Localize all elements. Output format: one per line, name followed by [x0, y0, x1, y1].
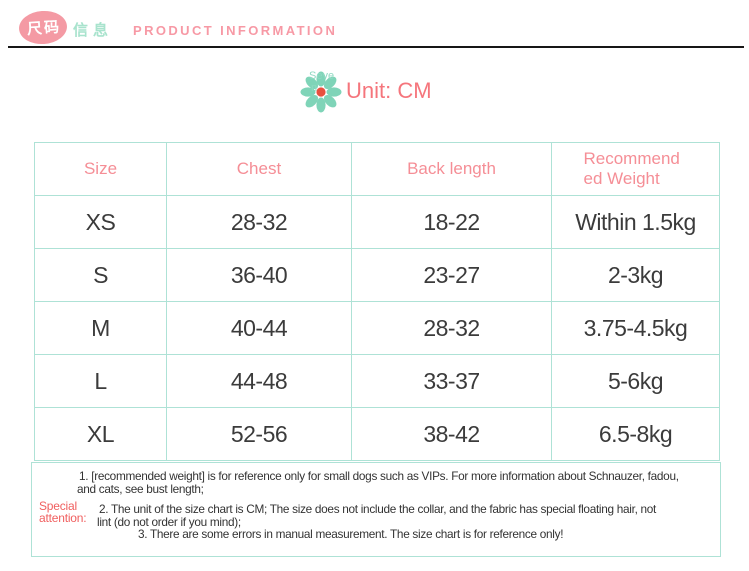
table-row: XS 28-32 18-22 Within 1.5kg — [34, 195, 720, 249]
column-header-size: Size — [34, 142, 167, 196]
chest-cell: 40-44 — [166, 301, 352, 355]
size-badge-sublabel: 信息 — [73, 22, 114, 39]
back-length-cell: 28-32 — [351, 301, 552, 355]
back-length-cell: 23-27 — [351, 248, 552, 302]
table-row: M 40-44 28-32 3.75-4.5kg — [34, 301, 720, 355]
chest-cell: 36-40 — [166, 248, 352, 302]
chest-cell: 44-48 — [166, 354, 352, 408]
weight-cell: 5-6kg — [551, 354, 720, 408]
chest-cell: 28-32 — [166, 195, 352, 249]
back-length-cell: 33-37 — [351, 354, 552, 408]
header-divider — [8, 46, 744, 48]
unit-label: Unit: CM — [346, 78, 432, 103]
size-cell: XS — [34, 195, 167, 249]
flower-icon — [300, 71, 342, 113]
column-header-chest: Chest — [166, 142, 352, 196]
size-badge-label: 尺码 — [26, 18, 62, 39]
size-chart-table: Size Chest Back length Recommended Weigh… — [34, 142, 720, 461]
size-cell: M — [34, 301, 167, 355]
flower-watermark-text: Seve — [309, 70, 335, 82]
column-header-back-length: Back length — [351, 142, 552, 196]
size-cell: S — [34, 248, 167, 302]
size-cell: XL — [34, 407, 167, 461]
weight-cell: Within 1.5kg — [551, 195, 720, 249]
size-cell: L — [34, 354, 167, 408]
flower-watermark-text-2: n — [311, 82, 318, 94]
page-title: PRODUCT INFORMATION — [133, 23, 338, 38]
weight-cell: 6.5-8kg — [551, 407, 720, 461]
special-attention-label: Special — [39, 499, 77, 513]
special-attention-box: Special attention: 1. [recommended weigh… — [31, 462, 721, 557]
note-1-line-2: and cats, see bust length; — [77, 482, 204, 496]
weight-cell: 3.75-4.5kg — [551, 301, 720, 355]
table-header-row: Size Chest Back length Recommended Weigh… — [34, 142, 720, 196]
table-row: S 36-40 23-27 2-3kg — [34, 248, 720, 302]
weight-cell: 2-3kg — [551, 248, 720, 302]
flower-center-dot — [316, 87, 326, 97]
note-1-line-1: 1. [recommended weight] is for reference… — [79, 469, 679, 483]
column-header-recommended-weight: Recommended Weight — [551, 142, 720, 196]
table-row: XL 52-56 38-42 6.5-8kg — [34, 407, 720, 461]
special-attention-label-2: attention: — [39, 511, 87, 525]
note-2-line-1: 2. The unit of the size chart is CM; The… — [99, 502, 657, 516]
table-row: L 44-48 33-37 5-6kg — [34, 354, 720, 408]
back-length-cell: 38-42 — [351, 407, 552, 461]
back-length-cell: 18-22 — [351, 195, 552, 249]
size-badge: 尺码 — [17, 9, 69, 46]
note-2-line-2: lint (do not order if you mind); — [97, 515, 241, 529]
note-3: 3. There are some errors in manual measu… — [138, 527, 564, 541]
chest-cell: 52-56 — [166, 407, 352, 461]
column-header-recommended-weight-text: Recommended Weight — [583, 149, 680, 188]
